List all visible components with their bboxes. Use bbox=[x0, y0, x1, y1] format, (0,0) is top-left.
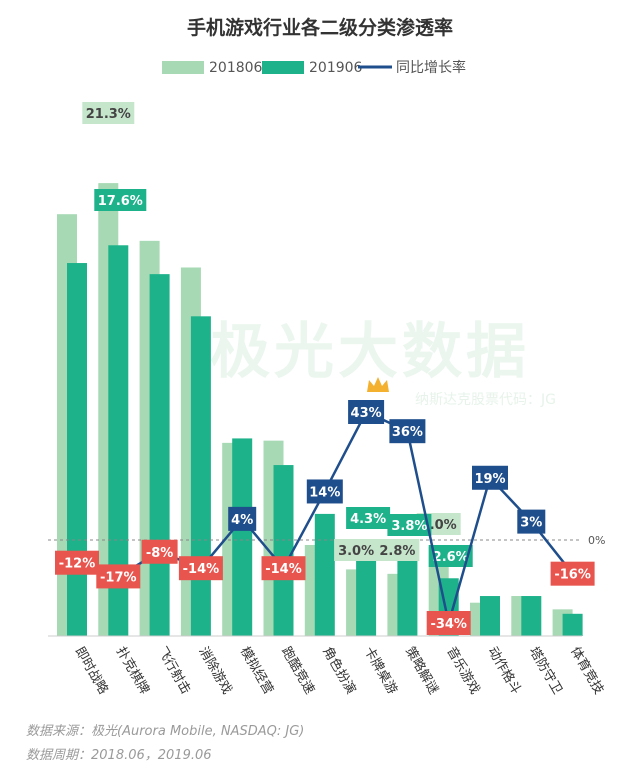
x-tick-5: 跑酷竞速 bbox=[278, 644, 318, 697]
bars bbox=[57, 183, 583, 636]
growth-label-6: 14% bbox=[309, 485, 340, 500]
bar-201906-11 bbox=[521, 596, 542, 636]
growth-marker-12 bbox=[550, 561, 595, 586]
legend-label-growth: 同比增长率 bbox=[396, 59, 466, 76]
bar-labels: 21.3%3.0% 2.8%4.0%17.6%4.3% 3.8%2.6% bbox=[82, 102, 473, 567]
x-tick-6: 角色扮演 bbox=[319, 644, 359, 697]
growth-marker-8 bbox=[389, 419, 426, 444]
bar-label-201806-7: 3.0% bbox=[338, 544, 374, 559]
bar-label-201906-8-bg bbox=[387, 514, 432, 536]
chart-title: 手机游戏行业各二级分类渗透率 bbox=[187, 16, 453, 39]
x-tick-7: 卡牌桌游 bbox=[361, 644, 401, 697]
growth-marker-1 bbox=[96, 564, 141, 589]
bar-label-201806-7-bg bbox=[334, 539, 379, 561]
bar-label-201906-9: 2.6% bbox=[433, 550, 469, 565]
bar-201906-1 bbox=[108, 245, 129, 636]
x-tick-11: 塔防守卫 bbox=[526, 644, 566, 697]
x-tick-0: 即时战略 bbox=[72, 644, 112, 697]
bar-label-201806-1: 21.3% bbox=[86, 107, 131, 122]
x-tick-12: 体育竞技 bbox=[567, 644, 607, 697]
bar-label-201906-1: 17.6% bbox=[98, 194, 143, 209]
growth-label-7: 43% bbox=[351, 406, 382, 421]
data-source: 数据来源：极光(Aurora Mobile, NASDAQ: JG) bbox=[26, 724, 305, 739]
bar-201906-2 bbox=[149, 274, 170, 636]
bar-label-201906-8: 3.8% bbox=[391, 519, 427, 534]
x-tick-9: 音乐游戏 bbox=[443, 644, 483, 697]
growth-label-11: 3% bbox=[520, 516, 542, 531]
bar-label-201906-9-bg bbox=[428, 545, 473, 567]
growth-label-9: -34% bbox=[430, 617, 467, 632]
growth-marker-7 bbox=[348, 400, 385, 424]
x-tick-labels: 即时战略 扑克棋牌 飞行射击 消除游戏 模拟经营 跑酷竞速 角色扮演 卡牌桌游 策略解谜 音乐游戏… bbox=[72, 644, 607, 697]
bar-201906-10 bbox=[480, 596, 500, 636]
x-tick-8: 策略解谜 bbox=[402, 644, 442, 697]
growth-marker-11 bbox=[517, 509, 546, 534]
watermark: 极光大数据 纳斯达克股票代码：JG bbox=[210, 317, 556, 408]
legend-swatch-201906 bbox=[262, 61, 304, 74]
data-period: 数据周期：2018.06，2019.06 bbox=[26, 748, 212, 763]
growth-marker-9 bbox=[426, 611, 471, 635]
growth-label-0: -12% bbox=[59, 557, 96, 572]
bar-label-201906-7-bg bbox=[346, 507, 391, 529]
growth-series: -12% -17% -8% -14% 4% -14% 14% 43% 36% -34% 19% 3% -… bbox=[55, 400, 595, 635]
bar-201906-5 bbox=[273, 465, 294, 636]
bar-201906-4 bbox=[232, 438, 253, 636]
growth-marker-4 bbox=[228, 506, 257, 531]
legend: 201806 201906 同比增长率 bbox=[162, 59, 466, 76]
growth-marker-2 bbox=[141, 539, 178, 564]
growth-label-10: 19% bbox=[474, 472, 505, 487]
x-tick-2: 飞行射击 bbox=[154, 644, 194, 697]
bar-label-201806-8-bg bbox=[375, 539, 420, 561]
bar-201906-0 bbox=[67, 263, 87, 636]
growth-label-5: -14% bbox=[265, 562, 302, 577]
bar-label-201906-1-bg bbox=[94, 189, 147, 211]
legend-label-201806: 201806 bbox=[209, 60, 263, 76]
legend-label-201906: 201906 bbox=[309, 60, 363, 76]
growth-label-8: 36% bbox=[392, 425, 423, 440]
zero-label: 0% bbox=[588, 534, 605, 547]
growth-label-3: -14% bbox=[183, 562, 220, 577]
growth-marker-6 bbox=[306, 479, 343, 504]
bar-label-201806-8: 2.8% bbox=[379, 544, 415, 559]
bar-201906-6 bbox=[314, 513, 335, 636]
bar-201906-3 bbox=[190, 316, 211, 636]
bar-label-201806-1-bg bbox=[82, 102, 135, 124]
growth-label-2: -8% bbox=[146, 546, 173, 561]
growth-marker-5 bbox=[261, 556, 306, 581]
bar-201906-8 bbox=[397, 551, 418, 636]
growth-label-4: 4% bbox=[231, 513, 253, 528]
watermark-subtitle: 纳斯达克股票代码：JG bbox=[415, 392, 556, 408]
x-tick-1: 扑克棋牌 bbox=[113, 644, 153, 697]
x-tick-3: 消除游戏 bbox=[195, 645, 234, 698]
growth-label-12: -16% bbox=[554, 568, 591, 583]
growth-label-1: -17% bbox=[100, 570, 137, 585]
growth-marker-10 bbox=[472, 465, 508, 490]
bar-201906-12 bbox=[562, 613, 583, 636]
growth-marker-0 bbox=[55, 550, 99, 575]
watermark-text: 极光大数据 bbox=[210, 317, 530, 387]
crown-icon bbox=[367, 377, 389, 392]
growth-marker-3 bbox=[178, 556, 223, 581]
legend-swatch-201806 bbox=[162, 61, 204, 74]
bar-label-201906-7: 4.3% bbox=[350, 512, 386, 527]
x-tick-4: 模拟经营 bbox=[237, 645, 276, 698]
x-tick-10: 动作格斗 bbox=[485, 644, 525, 697]
bar-201906-7 bbox=[356, 540, 377, 636]
